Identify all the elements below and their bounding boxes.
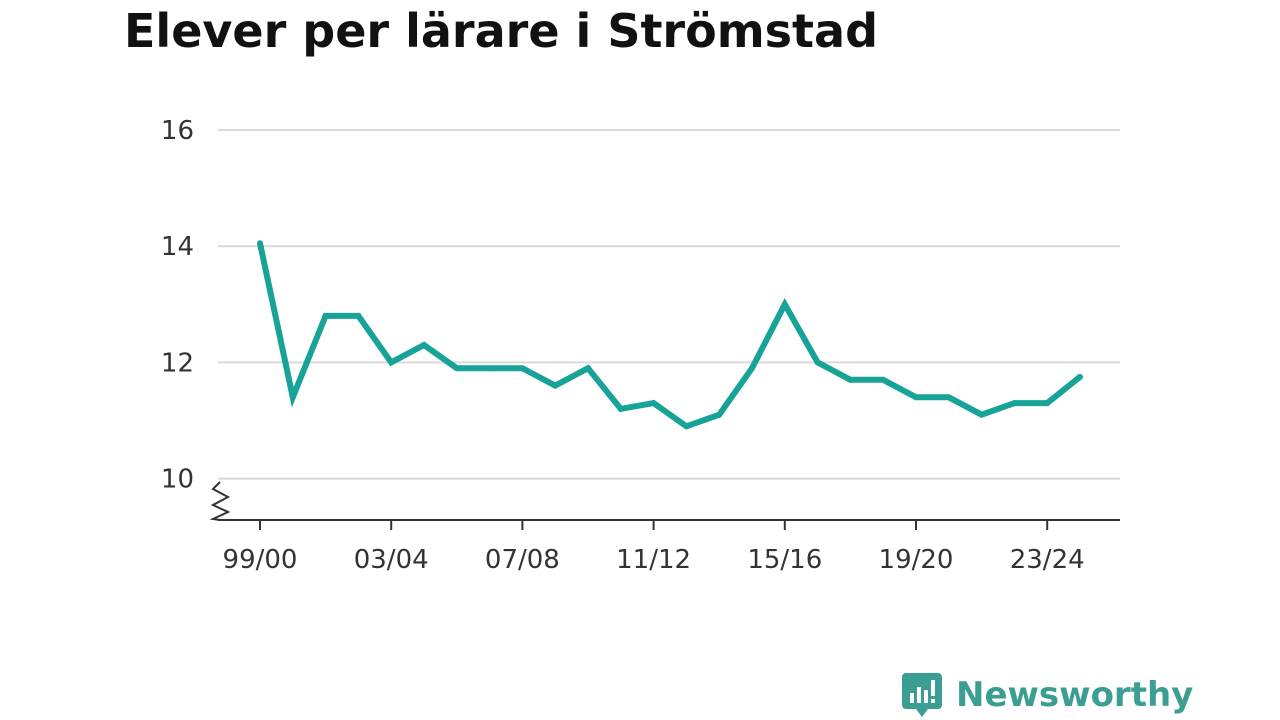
data-point xyxy=(945,394,952,401)
data-point xyxy=(388,359,395,366)
data-point xyxy=(683,423,690,430)
y-axis-labels: 10 12 14 16 xyxy=(161,116,194,495)
data-point xyxy=(781,301,788,308)
x-tick-label: 99/00 xyxy=(223,545,298,575)
data-point xyxy=(552,382,559,389)
y-tick-label: 16 xyxy=(161,116,194,146)
newsworthy-logo-icon xyxy=(902,673,942,717)
data-point xyxy=(355,312,362,319)
data-point xyxy=(519,365,526,372)
data-point xyxy=(289,394,296,401)
x-tick-label: 03/04 xyxy=(354,545,429,575)
data-point xyxy=(880,376,887,383)
data-point xyxy=(453,365,460,372)
x-axis-labels: 99/00 03/04 07/08 11/12 15/16 19/20 23/24 xyxy=(223,545,1085,575)
brand-name: Newsworthy xyxy=(956,675,1194,715)
data-point xyxy=(486,365,493,372)
data-point xyxy=(913,394,919,401)
chart-title: Elever per lärare i Strömstad xyxy=(124,4,878,58)
data-point xyxy=(585,365,591,372)
data-point xyxy=(421,341,427,348)
x-tick-label: 07/08 xyxy=(485,545,560,575)
y-tick-label: 14 xyxy=(161,232,194,262)
x-tick-label: 19/20 xyxy=(879,545,954,575)
grid-lines xyxy=(218,129,1120,480)
series-line xyxy=(257,242,1082,430)
x-tick-label: 11/12 xyxy=(616,545,691,575)
brand-logo: Newsworthy xyxy=(902,670,1193,720)
data-point xyxy=(1077,373,1083,380)
y-tick-label: 12 xyxy=(161,348,194,378)
data-point xyxy=(814,359,821,366)
x-axis xyxy=(209,481,1120,530)
data-point xyxy=(978,411,985,418)
data-point xyxy=(322,312,329,319)
data-point xyxy=(257,240,263,247)
y-tick-label: 10 xyxy=(161,465,194,495)
series-layer xyxy=(257,240,1083,430)
data-point xyxy=(1011,400,1018,407)
x-tick-label: 15/16 xyxy=(747,545,822,575)
data-point xyxy=(617,405,624,412)
data-point xyxy=(1044,400,1051,407)
data-point xyxy=(847,376,854,383)
y-axis-break-mark xyxy=(209,481,231,521)
data-point xyxy=(749,365,755,372)
data-point xyxy=(716,411,723,418)
x-tick-label: 23/24 xyxy=(1010,545,1085,575)
data-point xyxy=(650,400,657,407)
